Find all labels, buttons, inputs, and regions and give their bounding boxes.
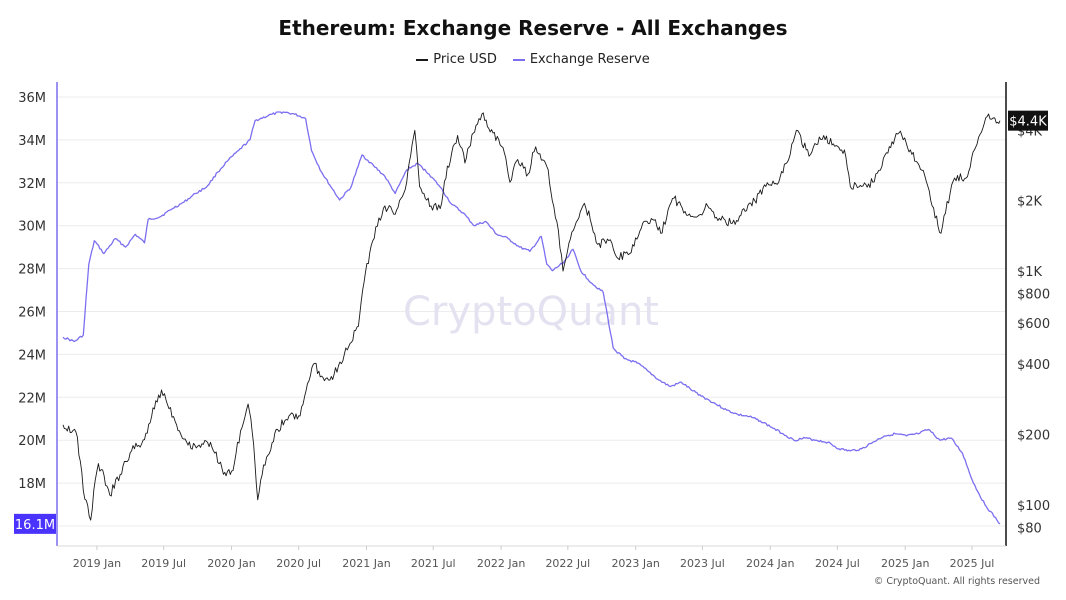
x-tick-label: 2025 Jan	[881, 557, 929, 570]
y-right-tick-label: $600	[1017, 317, 1050, 332]
y-left-tick-label: 22M	[18, 391, 46, 406]
series-line-exchange-reserve	[62, 111, 1001, 525]
copyright-notice: © CryptoQuant. All rights reserved	[873, 576, 1040, 587]
x-tick-label: 2023 Jan	[611, 557, 659, 570]
legend-swatch-price	[416, 58, 429, 61]
y-left-tick-label: 36M	[18, 91, 46, 106]
y-left-tick-label: 26M	[18, 306, 46, 321]
price-last-value-badge	[1008, 110, 1048, 131]
y-right-tick-label: $200	[1017, 428, 1050, 443]
y-left-tick-label: 28M	[18, 263, 46, 278]
x-tick-label: 2020 Jul	[276, 557, 321, 570]
reserve-last-value-badge	[14, 513, 56, 534]
price-last-value-label: $4.4K	[1009, 115, 1047, 130]
y-right-tick-label: $2K	[1017, 195, 1043, 210]
legend-item-reserve[interactable]: Exchange Reserve	[512, 52, 650, 67]
watermark: CryptoQuant	[403, 289, 659, 335]
y-left-tick-label: 24M	[18, 348, 46, 363]
y-right-tick-label: $80	[1017, 521, 1042, 536]
x-tick-label: 2021 Jan	[342, 557, 390, 570]
x-tick-label: 2020 Jan	[207, 557, 255, 570]
y-right-tick-label: $400	[1017, 358, 1050, 373]
series-line-price-usd	[62, 112, 1001, 521]
y-left-tick-label: 30M	[18, 220, 46, 235]
legend-item-price[interactable]: Price USD	[416, 52, 497, 67]
y-left-tick-label: 32M	[18, 177, 46, 192]
x-tick-label: 2022 Jul	[545, 557, 590, 570]
y-left-tick-label: 34M	[18, 134, 46, 149]
x-tick-label: 2022 Jan	[477, 557, 525, 570]
x-tick-label: 2024 Jul	[815, 557, 860, 570]
x-tick-label: 2019 Jan	[73, 557, 121, 570]
x-tick-label: 2019 Jul	[141, 557, 186, 570]
chart-title: Ethereum: Exchange Reserve - All Exchang…	[278, 16, 788, 40]
x-tick-label: 2025 Jul	[950, 557, 995, 570]
y-left-tick-label: 18M	[18, 477, 46, 492]
x-tick-label: 2021 Jul	[411, 557, 456, 570]
legend-label-reserve: Exchange Reserve	[529, 52, 650, 67]
y-right-tick-label: $1K	[1017, 265, 1043, 280]
y-right-tick-label: $800	[1017, 288, 1050, 303]
chart-legend: Price USD Exchange Reserve	[0, 52, 1066, 67]
legend-swatch-reserve	[512, 58, 525, 61]
y-right-tick-label: $100	[1017, 499, 1050, 514]
reserve-last-value-label: 16.1M	[15, 518, 55, 533]
y-left-tick-label: 20M	[18, 434, 46, 449]
x-tick-label: 2023 Jul	[680, 557, 725, 570]
legend-label-price: Price USD	[433, 52, 497, 67]
x-tick-label: 2024 Jan	[746, 557, 794, 570]
